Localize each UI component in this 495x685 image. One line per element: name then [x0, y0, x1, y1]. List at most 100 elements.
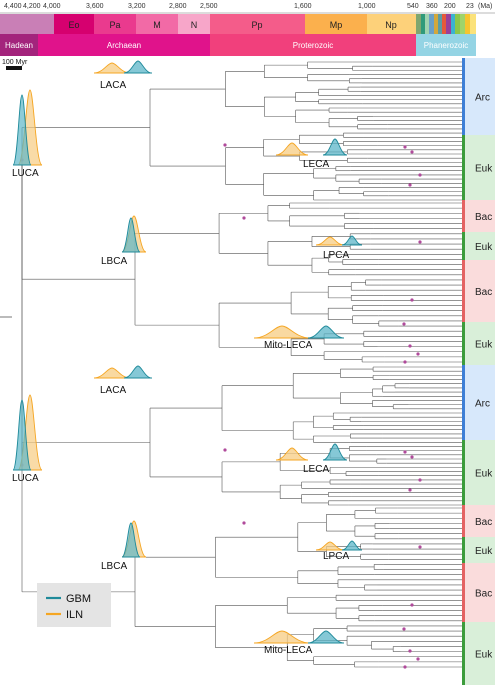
- clade-color-bar: [462, 322, 465, 365]
- calibration-point: [408, 344, 412, 348]
- scale-bar: 100 Myr: [2, 59, 28, 70]
- legend-label-iln: ILN: [66, 609, 83, 621]
- density-curve: [253, 325, 311, 339]
- clade-panel: [464, 58, 495, 135]
- tick-label: 4,400: [4, 3, 22, 10]
- era-box: [305, 14, 367, 34]
- clade-panel: [464, 440, 495, 505]
- clade-color-bar: [462, 537, 465, 563]
- density-curve: [123, 365, 153, 379]
- calibration-point: [418, 240, 422, 244]
- clade-label: Euk: [475, 546, 493, 557]
- clade-label: Euk: [475, 650, 493, 661]
- tick-label: 3,600: [86, 3, 104, 10]
- calibration-point: [416, 657, 420, 661]
- era-box: [136, 14, 178, 34]
- eon-label: Proterozoic: [293, 41, 333, 50]
- tick-label: 4,000: [43, 3, 61, 10]
- tick-label: 2,500: [200, 3, 218, 10]
- node-label-lpca: LPCA: [323, 551, 349, 562]
- era-box: [210, 14, 305, 34]
- clade-panel: [464, 563, 495, 622]
- clade-color-bar: [462, 440, 465, 505]
- calibration-point: [223, 448, 227, 452]
- clade-panel: [464, 232, 495, 260]
- calibration-point: [418, 478, 422, 482]
- era-label: M: [153, 20, 161, 30]
- era-box: [94, 14, 136, 34]
- calibration-point: [242, 521, 246, 525]
- calibration-point: [408, 649, 412, 653]
- clade-panels: Arc Euk Bac Euk Bac Euk Arc Euk Bac Euk Bac Euk: [462, 58, 495, 685]
- calibration-point: [402, 322, 406, 326]
- tick-label: 3,200: [128, 3, 146, 10]
- calibration-point: [223, 143, 227, 147]
- clade-label: Bac: [475, 517, 492, 528]
- tick-label: 1,600: [294, 3, 312, 10]
- hadean-strip: [0, 14, 54, 34]
- calibration-point: [416, 352, 420, 356]
- unit-label: (Ma): [478, 3, 492, 10]
- node-label-leca: LECA: [303, 159, 329, 170]
- tick-label: 200: [444, 3, 456, 10]
- timescale: 4,400 4,200 4,000 3,600 3,200 2,800 2,50…: [0, 3, 495, 56]
- period-stripes: [416, 14, 476, 34]
- scale-bar-mark: [6, 66, 22, 70]
- calibration-point: [408, 488, 412, 492]
- density-curve: [253, 630, 311, 644]
- era-label: Eo: [68, 20, 79, 30]
- calibration-point: [408, 183, 412, 187]
- density-curve: [121, 522, 141, 558]
- calibration-point: [402, 627, 406, 631]
- clade-color-bar: [462, 232, 465, 260]
- era-label: Mp: [330, 20, 343, 30]
- era-label: Np: [385, 20, 397, 30]
- eon-label: Phanerozoic: [424, 41, 468, 50]
- clade-panel: [464, 322, 495, 365]
- clade-color-bar: [462, 622, 465, 685]
- density-curve: [315, 236, 345, 246]
- clade-panel: [464, 505, 495, 537]
- tick-label: 360: [426, 3, 438, 10]
- node-label-luca: LUCA: [12, 473, 39, 484]
- eon-box: [0, 34, 38, 56]
- era-label: Pa: [109, 20, 120, 30]
- clade-panel: [464, 622, 495, 685]
- legend-label-gbm: GBM: [66, 593, 91, 605]
- calibration-point: [410, 298, 414, 302]
- density-curve: [93, 367, 131, 379]
- era-label: Pp: [251, 20, 262, 30]
- clade-label: Bac: [475, 589, 492, 600]
- tick-label: 23: [466, 3, 474, 10]
- divergence-densities: [12, 60, 363, 644]
- density-curve: [123, 60, 153, 74]
- calibration-point: [410, 150, 414, 154]
- clade-color-bar: [462, 505, 465, 537]
- density-curve: [275, 142, 309, 156]
- clade-color-bar: [462, 135, 465, 200]
- clade-panel: [464, 200, 495, 232]
- clade-panel: [464, 365, 495, 440]
- density-curve: [322, 443, 348, 461]
- calibration-point: [403, 450, 407, 454]
- eon-box: [38, 34, 210, 56]
- node-label-lbca: LBCA: [101, 256, 127, 267]
- clade-label: Euk: [475, 164, 493, 175]
- legend-box: [37, 583, 111, 627]
- calibration-point: [410, 455, 414, 459]
- calibration-point: [418, 173, 422, 177]
- density-curve: [307, 630, 345, 644]
- clade-panel: [464, 260, 495, 322]
- density-curve: [315, 541, 345, 551]
- node-label-mito-leca: Mito-LECA: [264, 645, 313, 656]
- node-labels: LACA LUCA LECA LBCA LPCA Mito-LECA LACA …: [12, 80, 349, 656]
- calibration-point: [403, 665, 407, 669]
- calibration-point: [418, 545, 422, 549]
- calibration-point: [403, 360, 407, 364]
- eon-label: Hadean: [5, 41, 33, 50]
- calibration-point: [242, 216, 246, 220]
- calibration-point: [410, 603, 414, 607]
- density-curve: [12, 94, 32, 166]
- era-row: Eo Pa M N Pp Mp Np: [54, 14, 476, 34]
- tick-labels: 4,400 4,200 4,000 3,600 3,200 2,800 2,50…: [4, 3, 492, 10]
